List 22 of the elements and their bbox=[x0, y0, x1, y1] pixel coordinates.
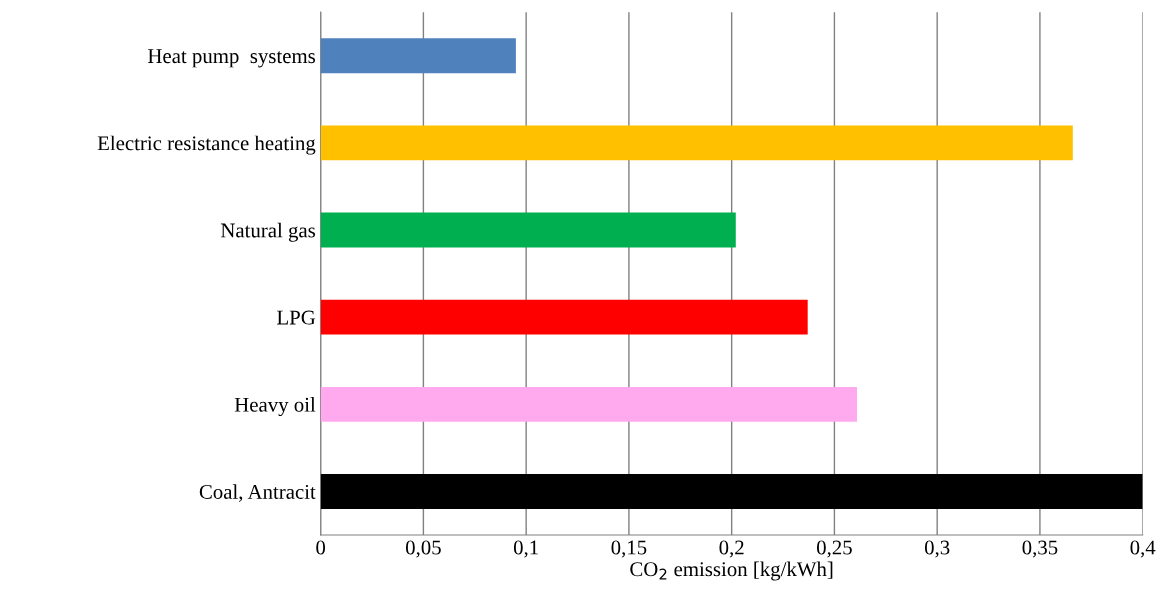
bar bbox=[320, 299, 808, 335]
y-tick-label: Electric resistance heating bbox=[97, 135, 316, 155]
bar bbox=[320, 386, 858, 422]
x-axis-title: CO$_{2}$ emission [kg/kWh] bbox=[630, 561, 833, 581]
bar bbox=[320, 474, 1143, 509]
x-tick-label: 0,4 bbox=[1130, 540, 1156, 558]
x-tick-label: 0,2 bbox=[719, 540, 744, 558]
x-tick-label: 0,05 bbox=[405, 540, 441, 558]
y-tick-label: LPG bbox=[277, 310, 316, 325]
x-tick-label: 0 bbox=[316, 540, 326, 555]
x-tick-label: 0,25 bbox=[816, 540, 852, 558]
x-tick-label: 0,1 bbox=[513, 540, 538, 558]
bar bbox=[320, 125, 1073, 161]
y-tick-label: Natural gas bbox=[220, 222, 316, 242]
y-tick-label: Coal, Antracit bbox=[199, 484, 316, 502]
x-tick-label: 0,35 bbox=[1022, 540, 1058, 558]
y-tick-label: Heavy oil bbox=[234, 397, 316, 417]
x-tick-label: 0,3 bbox=[924, 540, 950, 558]
y-tick-label: Heat pump systems bbox=[148, 49, 316, 68]
bar bbox=[320, 212, 736, 248]
x-tick-label: 0,15 bbox=[611, 540, 647, 558]
bar bbox=[320, 38, 516, 74]
